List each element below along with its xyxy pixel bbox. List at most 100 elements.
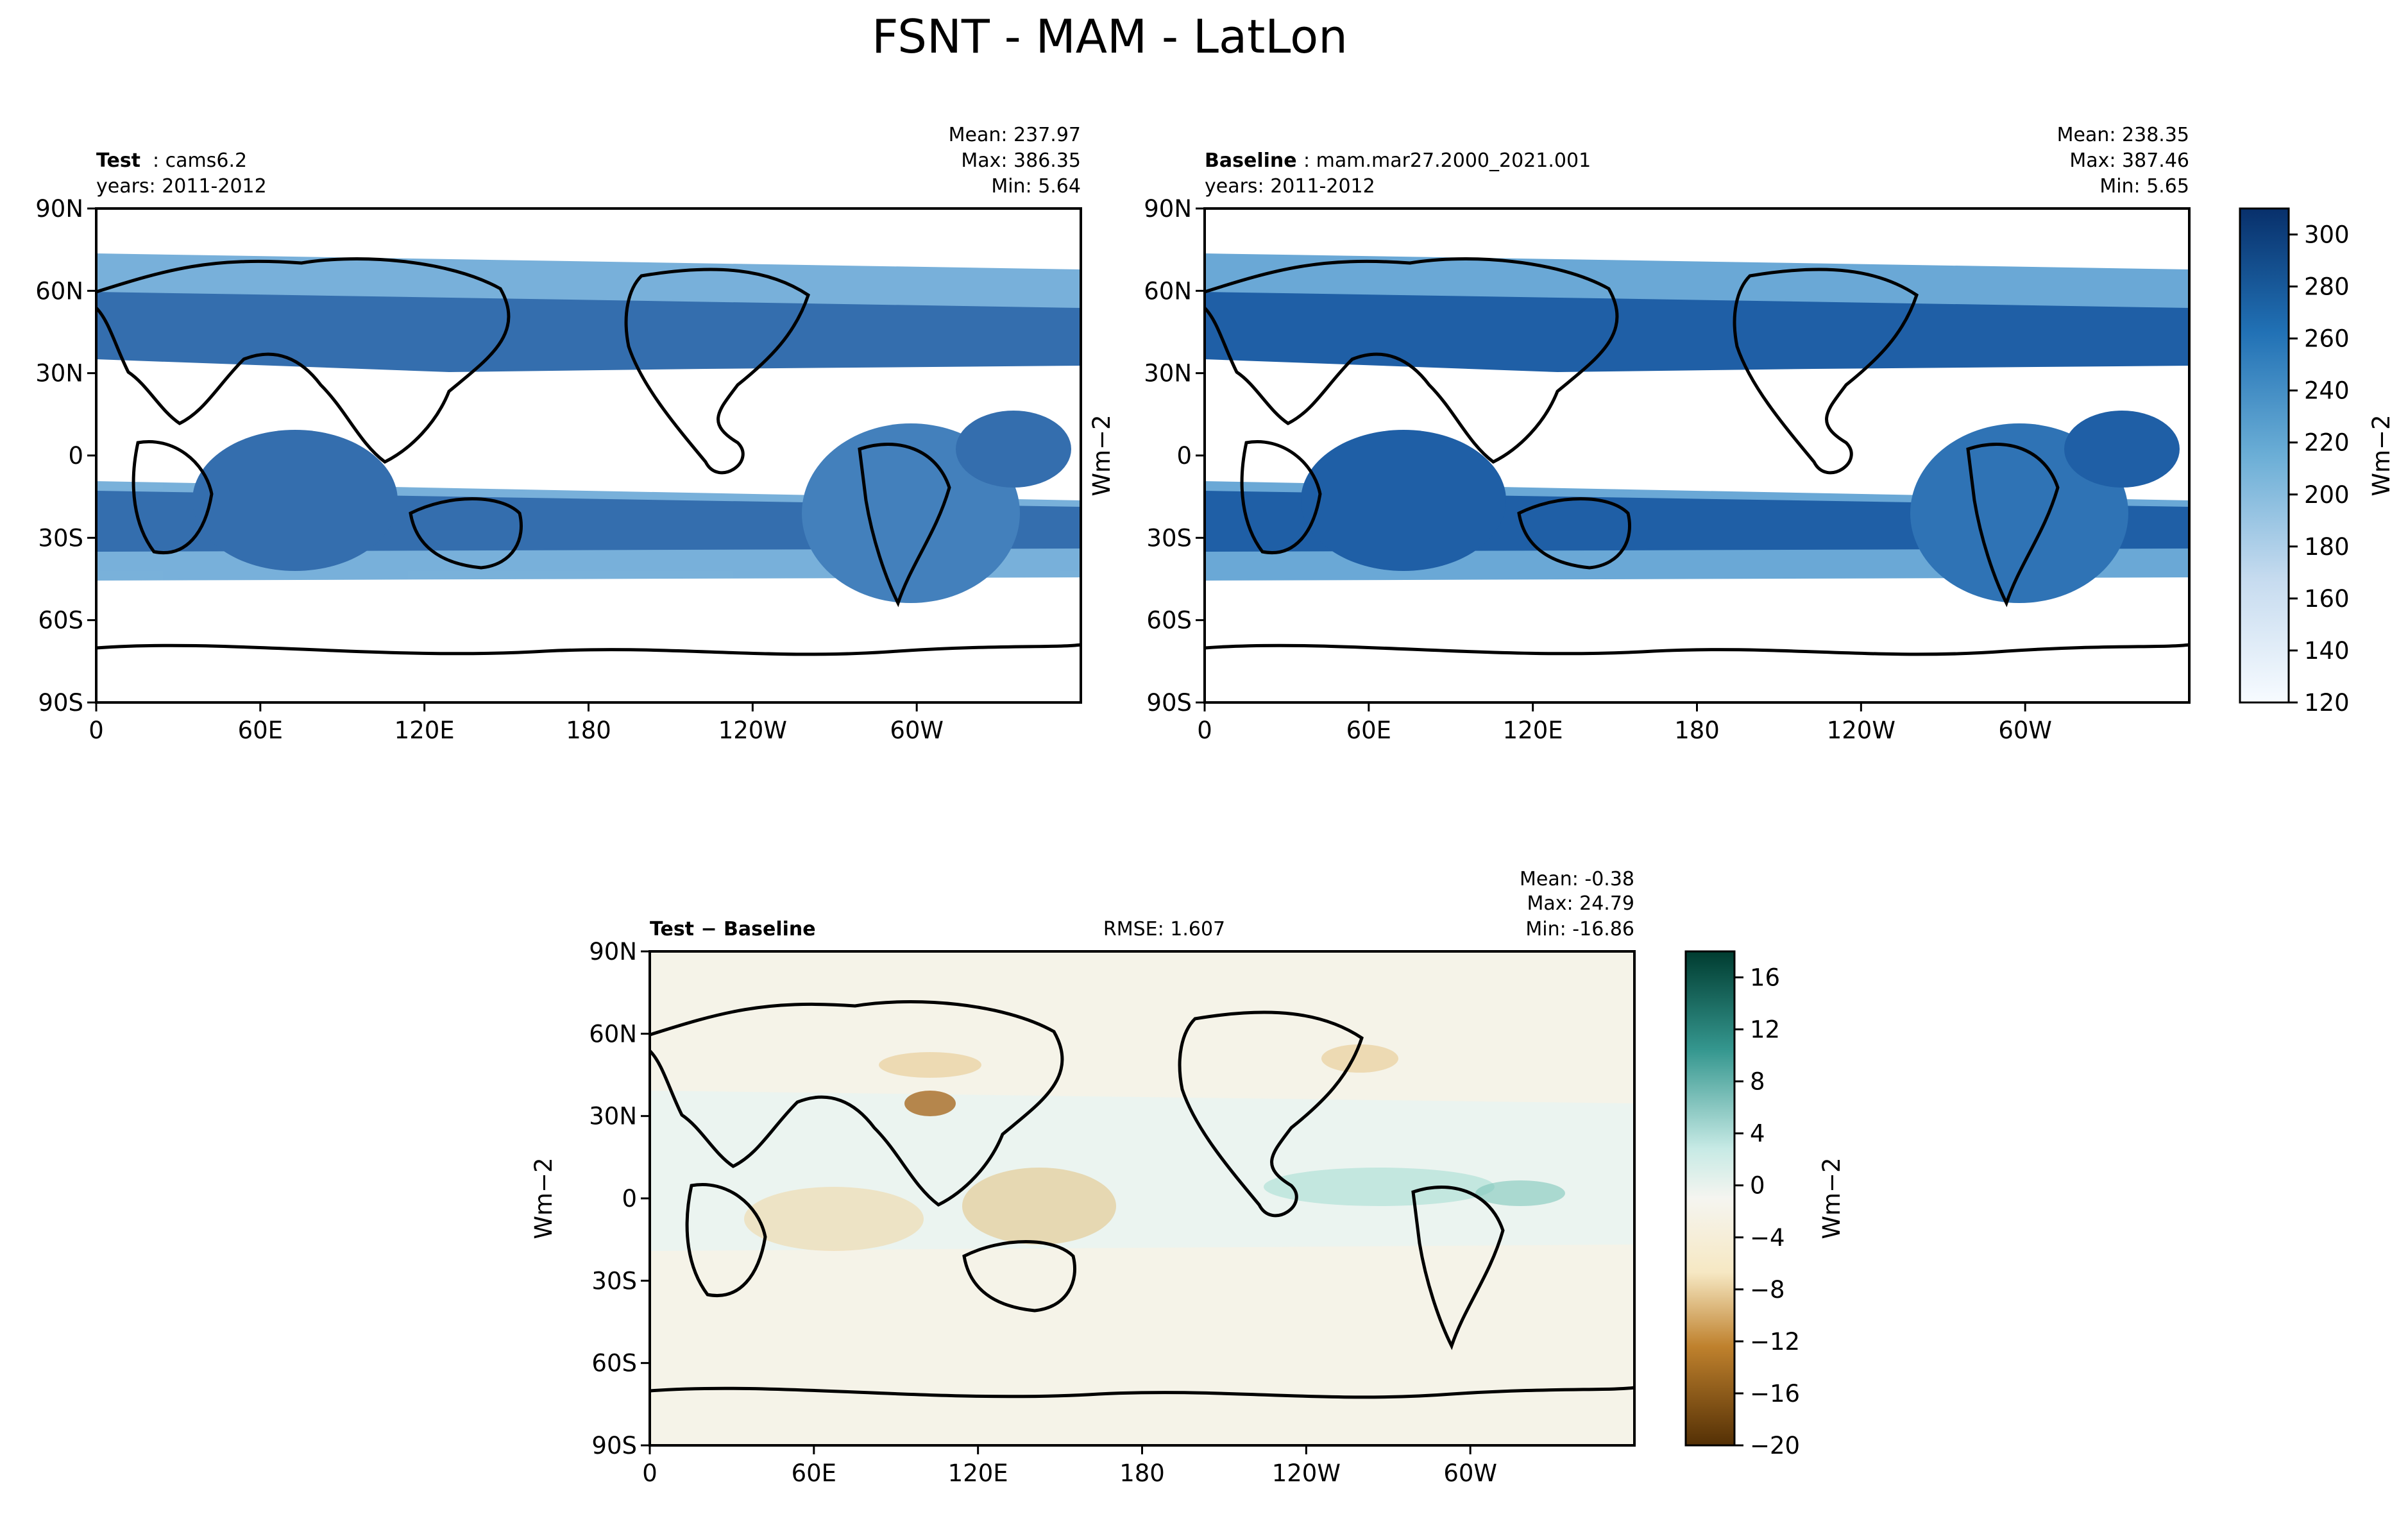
test-x-tick-label: 120E xyxy=(394,717,455,744)
baseline-colorbar-tick-label: 220 xyxy=(2304,429,2350,457)
diff-y-tick-label: 30N xyxy=(589,1103,637,1130)
baseline-colorbar-tick-label: 240 xyxy=(2304,377,2350,405)
diff-colorbar-tick-label: 12 xyxy=(1750,1016,1780,1044)
test-y-tick-label: 60N xyxy=(35,277,83,305)
figure-title: FSNT - MAM - LatLon xyxy=(872,10,1348,64)
baseline-colorbar-tick-label: 140 xyxy=(2304,637,2350,665)
baseline-mean: Mean: 238.35 xyxy=(2057,124,2189,146)
baseline-x-tick-label: 0 xyxy=(1197,717,1212,744)
diff-colorbar-tick-label: −12 xyxy=(1750,1328,1800,1356)
test-x-tick-label: 60E xyxy=(238,717,283,744)
baseline-colorbar-tick-label: 180 xyxy=(2304,533,2350,561)
baseline-x-tick-label: 120W xyxy=(1827,717,1895,744)
panel-test: Test : cams6.2 years: 2011-2012 Mean: 23… xyxy=(35,124,1082,744)
diff-y-tick-label: 90S xyxy=(591,1432,637,1459)
diff-min: Min: -16.86 xyxy=(1525,918,1634,940)
baseline-min: Min: 5.65 xyxy=(2099,175,2189,198)
test-x-ticks: 0 60E 120E 180 120W 60W xyxy=(89,702,944,744)
baseline-x-tick-label: 60W xyxy=(1998,717,2052,744)
test-y-tick-label: 90N xyxy=(35,195,83,223)
diff-colorbar-tick-label: −20 xyxy=(1750,1432,1800,1459)
diff-colorbar-tick-label: 0 xyxy=(1750,1172,1765,1200)
baseline-x-tick-label: 60E xyxy=(1346,717,1391,744)
diff-colorbar-tick-label: −4 xyxy=(1750,1224,1785,1252)
diff-x-tick-label: 60W xyxy=(1443,1459,1497,1487)
diff-x-tick-label: 180 xyxy=(1119,1459,1165,1487)
baseline-y-tick-label: 60N xyxy=(1144,277,1192,305)
test-y-tick-label: 90S xyxy=(38,689,83,717)
baseline-y-tick-label: 90N xyxy=(1144,195,1192,223)
diff-y-tick-label: 30S xyxy=(591,1267,637,1295)
test-years: years: 2011-2012 xyxy=(96,175,267,198)
baseline-y-tick-label: 90S xyxy=(1146,689,1192,717)
test-field xyxy=(96,253,1081,603)
diff-coastlines xyxy=(649,1000,1635,1399)
panel-baseline: Baseline : mam.mar27.2000_2021.001 years… xyxy=(1144,124,2395,744)
baseline-max: Max: 387.46 xyxy=(2069,149,2189,172)
diff-mean: Mean: -0.38 xyxy=(1520,868,1634,890)
baseline-y-tick-label: 30S xyxy=(1146,524,1192,552)
diff-units-label: Wm−2 xyxy=(530,1157,557,1239)
diff-colorbar-units: Wm−2 xyxy=(1818,1157,1845,1239)
baseline-y-ticks: 90N 60N 30N 0 30S 60S 90S xyxy=(1144,195,1205,717)
panel-diff: Test − Baseline RMSE: 1.607 Mean: -0.38 … xyxy=(530,868,1845,1487)
baseline-field xyxy=(1205,253,2189,603)
test-min: Min: 5.64 xyxy=(991,175,1081,198)
baseline-colorbar-tick-label: 280 xyxy=(2304,273,2350,301)
diff-y-tick-label: 60N xyxy=(589,1020,637,1048)
baseline-x-tick-label: 120E xyxy=(1503,717,1563,744)
baseline-colorbar-tick-label: 260 xyxy=(2304,325,2350,353)
diff-y-tick-label: 60S xyxy=(591,1350,637,1377)
diff-x-ticks: 0 60E 120E 180 120W 60W xyxy=(642,1445,1497,1487)
baseline-x-tick-label: 180 xyxy=(1674,717,1720,744)
baseline-colorbar-tick-label: 160 xyxy=(2304,585,2350,613)
test-label-bold: Test xyxy=(96,149,140,172)
baseline-y-tick-label: 60S xyxy=(1146,607,1192,634)
test-x-tick-label: 60W xyxy=(890,717,944,744)
baseline-colorbar xyxy=(2239,207,2290,704)
test-max: Max: 386.35 xyxy=(961,149,1081,172)
diff-colorbar-tick-label: 8 xyxy=(1750,1068,1765,1096)
baseline-x-ticks: 0 60E 120E 180 120W 60W xyxy=(1197,702,2052,744)
test-mean: Mean: 237.97 xyxy=(949,124,1081,146)
diff-field xyxy=(650,1044,1634,1251)
baseline-y-tick-label: 30N xyxy=(1144,360,1192,387)
baseline-y-tick-label: 0 xyxy=(1176,442,1192,470)
diff-x-tick-label: 60E xyxy=(792,1459,836,1487)
diff-y-ticks: 90N 60N 30N 0 30S 60S 90S xyxy=(589,938,650,1459)
diff-max: Max: 24.79 xyxy=(1527,892,1634,915)
test-y-ticks: 90N 60N 30N 0 30S 60S 90S xyxy=(35,195,96,717)
diff-colorbar xyxy=(1684,950,1736,1447)
test-x-tick-label: 120W xyxy=(718,717,787,744)
diff-colorbar-tick-label: 16 xyxy=(1750,964,1780,992)
baseline-colorbar-units: Wm−2 xyxy=(2368,414,2395,496)
diff-x-tick-label: 120W xyxy=(1272,1459,1341,1487)
baseline-colorbar-tick-label: 120 xyxy=(2304,689,2350,717)
test-y-tick-label: 30N xyxy=(35,360,83,387)
diff-y-tick-label: 0 xyxy=(622,1185,637,1212)
test-label-value: : cams6.2 xyxy=(153,149,247,172)
baseline-coastlines xyxy=(1203,257,2190,656)
test-y-tick-label: 0 xyxy=(68,442,83,470)
test-x-tick-label: 0 xyxy=(89,717,104,744)
test-x-tick-label: 180 xyxy=(566,717,611,744)
diff-colorbar-tick-label: −16 xyxy=(1750,1380,1800,1408)
baseline-colorbar-tick-label: 300 xyxy=(2304,221,2350,249)
diff-y-tick-label: 90N xyxy=(589,938,637,965)
baseline-label-value: : mam.mar27.2000_2021.001 xyxy=(1303,149,1591,172)
baseline-label-bold: Baseline xyxy=(1205,149,1297,172)
diff-x-tick-label: 120E xyxy=(948,1459,1008,1487)
baseline-colorbar-ticks: 120 140 160 180 200 220 240 260 280 300 xyxy=(2289,221,2350,717)
diff-colorbar-tick-label: 4 xyxy=(1750,1120,1765,1148)
test-coastlines xyxy=(95,257,1081,656)
diff-x-tick-label: 0 xyxy=(642,1459,657,1487)
diff-label: Test − Baseline xyxy=(650,918,816,940)
baseline-colorbar-tick-label: 200 xyxy=(2304,481,2350,509)
diff-rmse: RMSE: 1.607 xyxy=(1103,918,1225,940)
test-units-label: Wm−2 xyxy=(1088,414,1115,496)
test-y-tick-label: 30S xyxy=(38,524,83,552)
baseline-years: years: 2011-2012 xyxy=(1205,175,1375,198)
diff-colorbar-ticks: 16 12 8 4 0 −4 −8 −12 −16 −20 xyxy=(1734,964,1800,1459)
test-y-tick-label: 60S xyxy=(38,607,83,634)
